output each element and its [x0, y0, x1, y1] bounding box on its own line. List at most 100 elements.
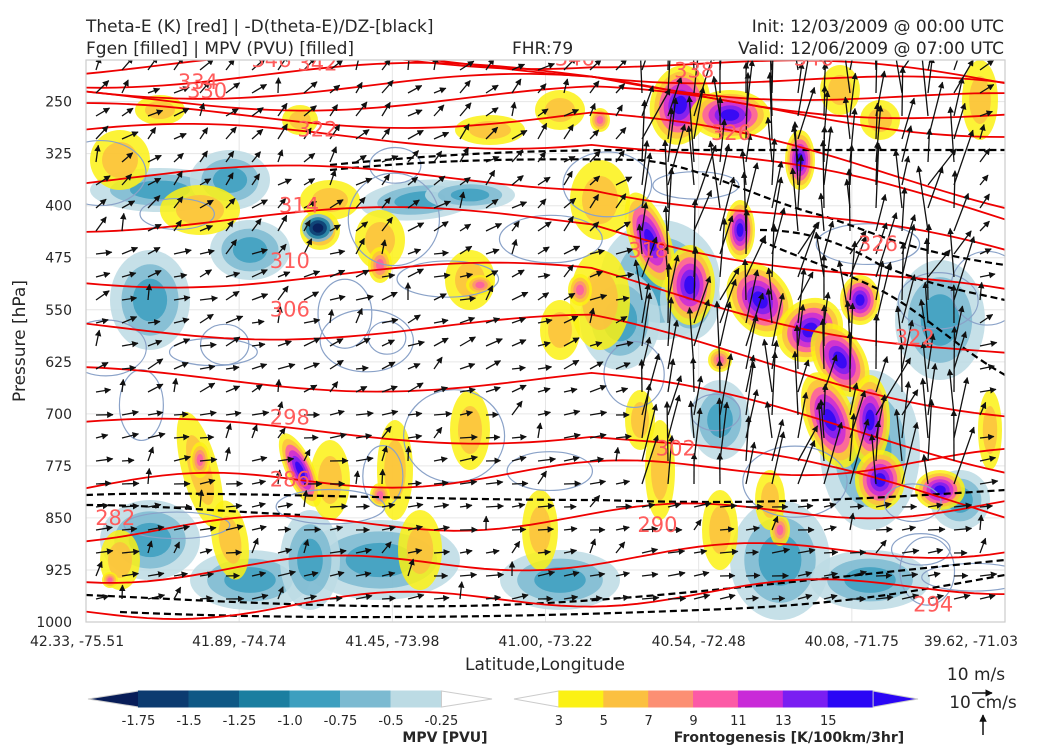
wind-vector [304, 438, 318, 439]
wind-vector [824, 552, 838, 553]
theta-e-label: 302 [656, 436, 696, 460]
contour-fill [865, 410, 874, 431]
contour-blob [770, 514, 790, 546]
title-line-2: Fgen [filled] | MPV (PVU) [filled] [86, 39, 354, 59]
colorbar-segment [559, 691, 604, 707]
wind-vector [902, 67, 903, 116]
y-tick-label: 250 [45, 95, 72, 111]
colorbar-segment [240, 691, 291, 707]
wind-vector [486, 437, 500, 438]
contour-fill [107, 577, 112, 582]
y-tick-label: 775 [45, 459, 72, 475]
wind-vector [122, 460, 134, 461]
x-tick-label: 40.54, -72.48 [652, 634, 746, 650]
wind-vector [668, 598, 686, 599]
x-tick-label: 42.33, -75.51 [30, 634, 124, 650]
init-time: Init: 12/03/2009 @ 00:00 UTC [752, 17, 1004, 37]
contour-blob [102, 572, 118, 588]
wind-vector [122, 585, 123, 599]
contour-blob [540, 300, 580, 360]
colorbar-tick: 11 [730, 714, 747, 729]
contour-fill [777, 525, 784, 536]
wind-vector [304, 530, 321, 531]
wind-vector [486, 415, 498, 416]
wind-vector [746, 210, 747, 255]
theta-e-label: 322 [297, 117, 337, 141]
wind-vector [278, 78, 279, 93]
contour-fill [548, 312, 572, 348]
colorbar-arrow [873, 691, 918, 707]
y-tick-label: 400 [45, 199, 72, 215]
wind-vector [538, 529, 553, 530]
theta-e-label: 326 [858, 232, 898, 256]
y-tick-label: 1000 [36, 615, 72, 631]
theta-e-label: 298 [270, 405, 310, 429]
colorbar-segment [189, 691, 240, 707]
x-axis-label: Latitude,Longitude [465, 655, 625, 675]
theta-e-label: 322 [895, 325, 935, 349]
theta-e-label: 310 [270, 249, 310, 273]
wind-vector [122, 483, 139, 484]
contour-fill [313, 223, 324, 232]
ref-vector-horizontal-label: 10 m/s [947, 665, 1005, 685]
x-tick-label: 41.45, -73.98 [345, 634, 439, 650]
x-tick-label: 41.89, -74.74 [192, 634, 286, 650]
fgen-colorbar-label: Frontogenesis [K/100km/3hr] [674, 730, 904, 746]
theta-e-label: 338 [674, 58, 714, 82]
x-tick-label: 41.00, -73.22 [498, 634, 592, 650]
wind-vector [824, 86, 825, 116]
contour-fill [576, 285, 584, 296]
y-tick-label: 700 [45, 407, 72, 423]
colorbar-tick: -1.0 [277, 714, 302, 729]
colorbar-tick: -1.25 [223, 714, 257, 729]
contour-blob [855, 450, 905, 510]
contour-blob [568, 274, 592, 306]
wind-vector [668, 36, 669, 70]
y-tick-label: 550 [45, 303, 72, 319]
wind-vector [876, 529, 892, 530]
y-tick-label: 850 [45, 511, 72, 527]
wind-vector [746, 575, 760, 576]
colorbar-arrow [514, 691, 559, 707]
theta-e-label: 330 [187, 79, 227, 103]
contour-blob [590, 108, 610, 132]
wind-vector [356, 506, 369, 507]
wind-vector [693, 357, 694, 392]
theta-e-label: 290 [637, 513, 677, 537]
colorbar-segment [341, 691, 392, 707]
contour-fill [475, 282, 484, 289]
colorbar-segment [290, 691, 341, 707]
colorbar-tick: 13 [775, 714, 792, 729]
wind-vector [330, 598, 342, 599]
wind-vector [96, 483, 111, 484]
theta-e-label: 326 [711, 121, 751, 145]
x-axis-ticks: 42.33, -75.51 41.89, -74.74 41.45, -73.98 4… [30, 634, 1018, 650]
colorbar-segment [391, 691, 442, 707]
theta-e-label: 294 [913, 593, 953, 617]
x-tick-label: 40.08, -71.75 [805, 634, 899, 650]
contour-blob [450, 390, 490, 470]
colorbar-tick: 7 [645, 714, 653, 729]
mpv-colorbar: -1.75-1.5-1.25-1.0-0.75-0.5-0.25 [88, 691, 492, 729]
wind-vector [772, 598, 785, 599]
theta-e-label: 314 [279, 194, 319, 218]
colorbar-segment [649, 691, 694, 707]
y-tick-label: 925 [45, 563, 72, 579]
contour-blob [978, 390, 1002, 470]
wind-vector [512, 483, 528, 484]
contour-fill [597, 116, 604, 124]
contour-blob [302, 214, 334, 242]
y-tick-label: 625 [45, 355, 72, 371]
wind-vector [330, 506, 347, 507]
wind-vector [200, 437, 214, 438]
contour-fill [737, 223, 744, 237]
theta-e-label: 286 [270, 468, 310, 492]
wind-vector [382, 469, 383, 484]
theta-e-label: 306 [270, 298, 310, 322]
colorbar-tick: 5 [600, 714, 608, 729]
contour-fill [983, 406, 997, 454]
colorbar-tick: -0.75 [324, 714, 358, 729]
valid-time: Valid: 12/06/2009 @ 07:00 UTC [738, 39, 1004, 59]
wind-vector [226, 552, 242, 553]
title-line-1: Theta-E (K) [red] | -D(theta-E)/DZ-[blac… [85, 17, 434, 37]
